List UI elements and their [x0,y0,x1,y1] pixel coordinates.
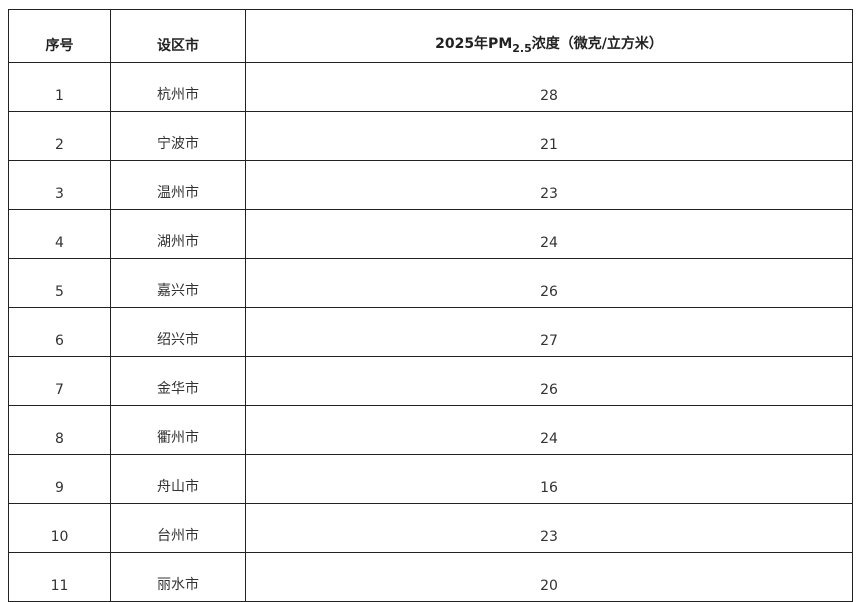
cell-pm25: 21 [245,111,853,161]
cell-index: 5 [8,258,111,308]
cell-pm25: 28 [245,62,853,112]
cell-pm25: 23 [245,160,853,210]
cell-index: 11 [8,552,111,602]
header-city: 设区市 [110,9,246,63]
table-row: 7 金华市 26 [8,356,853,406]
cell-city: 湖州市 [110,209,246,259]
cell-city: 金华市 [110,356,246,406]
cell-index: 1 [8,62,111,112]
cell-pm25: 16 [245,454,853,504]
cell-pm25: 26 [245,258,853,308]
pm25-table: 序号 设区市 2025年PM2.5浓度（微克/立方米） 1 杭州市 28 2 宁波市 21… [8,9,853,602]
cell-city: 衢州市 [110,405,246,455]
header-pm25: 2025年PM2.5浓度（微克/立方米） [245,9,853,63]
cell-pm25: 26 [245,356,853,406]
cell-index: 6 [8,307,111,357]
table-row: 2 宁波市 21 [8,111,853,161]
header-pm-prefix: 2025年PM [435,36,513,52]
cell-city: 舟山市 [110,454,246,504]
cell-index: 4 [8,209,111,259]
cell-index: 10 [8,503,111,553]
cell-index: 3 [8,160,111,210]
table-row: 8 衢州市 24 [8,405,853,455]
table-row: 10 台州市 23 [8,503,853,553]
cell-pm25: 20 [245,552,853,602]
table-row: 1 杭州市 28 [8,62,853,112]
cell-city: 丽水市 [110,552,246,602]
cell-pm25: 24 [245,405,853,455]
header-pm-sub: 2.5 [512,42,532,55]
table-row: 6 绍兴市 27 [8,307,853,357]
cell-pm25: 24 [245,209,853,259]
cell-city: 杭州市 [110,62,246,112]
cell-pm25: 27 [245,307,853,357]
cell-city: 宁波市 [110,111,246,161]
cell-index: 2 [8,111,111,161]
table-row: 9 舟山市 16 [8,454,853,504]
header-index: 序号 [8,9,111,63]
cell-index: 8 [8,405,111,455]
table-row: 11 丽水市 20 [8,552,853,602]
header-row: 序号 设区市 2025年PM2.5浓度（微克/立方米） [8,9,853,63]
cell-index: 7 [8,356,111,406]
cell-index: 9 [8,454,111,504]
cell-city: 温州市 [110,160,246,210]
cell-city: 绍兴市 [110,307,246,357]
table-row: 5 嘉兴市 26 [8,258,853,308]
table-row: 3 温州市 23 [8,160,853,210]
cell-city: 嘉兴市 [110,258,246,308]
cell-city: 台州市 [110,503,246,553]
header-pm-suffix: 浓度（微克/立方米） [531,36,663,52]
table-row: 4 湖州市 24 [8,209,853,259]
cell-pm25: 23 [245,503,853,553]
